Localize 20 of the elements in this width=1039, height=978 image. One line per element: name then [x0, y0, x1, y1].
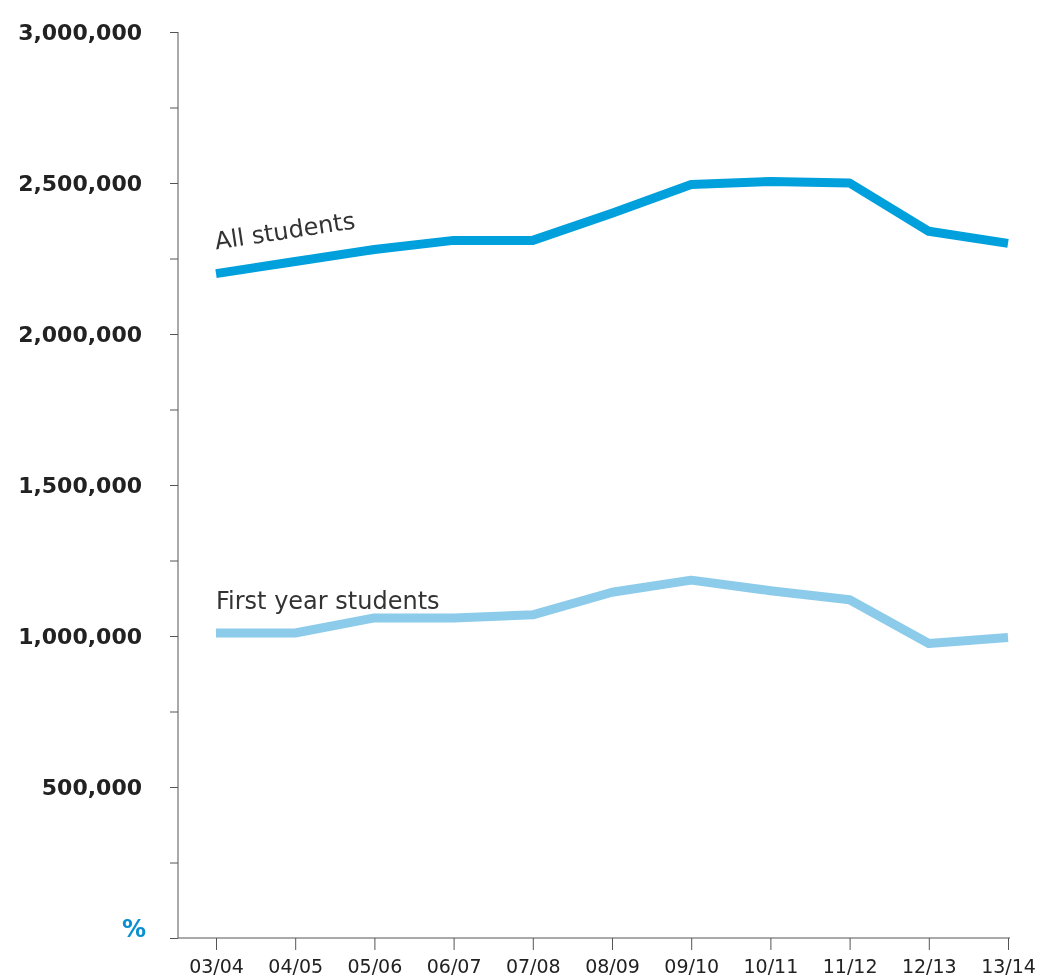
y-axis-title: %: [121, 915, 147, 943]
x-tick-label: 11/12: [822, 954, 878, 977]
y-tick-label: 500,000: [41, 774, 142, 800]
x-tick-label: 06/07: [426, 954, 482, 977]
series-label: First year students: [216, 586, 440, 615]
y-tick-label: 3,000,000: [18, 19, 142, 45]
x-tick-label: 08/09: [585, 954, 640, 977]
x-tick-label: 04/05: [268, 954, 324, 977]
x-tick-label: 09/10: [664, 954, 720, 977]
y-tick-label: 1,000,000: [18, 623, 142, 649]
y-tick-label: 2,500,000: [18, 170, 142, 196]
x-tick-label: 05/06: [347, 954, 403, 977]
x-tick-label: 13/14: [981, 954, 1036, 977]
x-tick-label: 03/04: [189, 954, 244, 977]
x-tick-label: 12/13: [901, 954, 957, 977]
y-tick-label: 1,500,000: [18, 472, 142, 498]
x-tick-label: 07/08: [505, 954, 561, 977]
x-tick-label: 10/11: [743, 954, 799, 977]
text: All students: [212, 206, 357, 256]
y-tick-label: 2,000,000: [18, 321, 142, 347]
